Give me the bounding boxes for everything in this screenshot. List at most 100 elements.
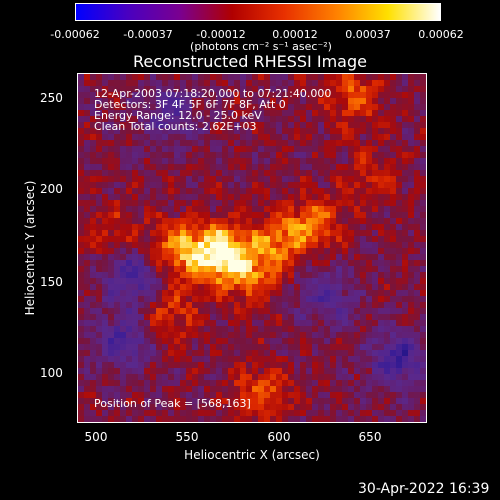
heatmap-cell [312,224,319,231]
heatmap-cell [228,350,235,357]
heatmap-cell [84,380,91,387]
heatmap-cell [204,104,211,111]
heatmap-cell [132,146,139,153]
heatmap-cell [282,374,289,381]
heatmap-cell [318,278,325,285]
heatmap-cell [336,308,343,315]
heatmap-cell [78,380,85,387]
heatmap-cell [258,128,265,135]
heatmap-cell [330,128,337,135]
heatmap-cell [366,308,373,315]
heatmap-cell [366,218,373,225]
heatmap-cell [132,332,139,339]
heatmap-cell [366,164,373,171]
heatmap-cell [240,176,247,183]
heatmap-cell [360,272,367,279]
heatmap-cell [198,326,205,333]
heatmap-cell [360,224,367,231]
heatmap-cell [276,170,283,177]
heatmap-cell [204,212,211,219]
heatmap-cell [252,404,259,411]
heatmap-cell [390,230,397,237]
heatmap-cell [180,182,187,189]
heatmap-cell [414,218,421,225]
heatmap-cell [114,368,121,375]
heatmap-cell [330,158,337,165]
heatmap-cell [294,368,301,375]
heatmap-cell [390,308,397,315]
heatmap-cell [162,194,169,201]
energy-range: Energy Range: 12.0 - 25.0 keV [94,109,262,122]
heatmap-cell [150,224,157,231]
heatmap-cell [138,392,145,399]
heatmap-cell [270,92,277,99]
heatmap-cell [420,212,426,219]
heatmap-cell [414,356,421,363]
heatmap-cell [174,308,181,315]
heatmap-cell [402,134,409,141]
heatmap-cell [246,140,253,147]
heatmap-cell [348,302,355,309]
heatmap-cell [390,218,397,225]
heatmap-cell [408,362,415,369]
heatmap-cell [120,74,127,81]
heatmap-cell [138,134,145,141]
heatmap-cell [336,272,343,279]
heatmap-cell [288,128,295,135]
heatmap-cell [180,122,187,129]
heatmap-cell [96,398,103,405]
heatmap-cell [150,188,157,195]
heatmap-cell [222,158,229,165]
heatmap-cell [258,152,265,159]
heatmap-cell [144,128,151,135]
heatmap-cell [204,170,211,177]
heatmap-cell [276,338,283,345]
heatmap-cell [132,260,139,267]
heatmap-cell [378,368,385,375]
heatmap-cell [144,266,151,273]
heatmap-cell [204,410,211,417]
heatmap-cell [360,188,367,195]
heatmap-cell [132,134,139,141]
heatmap-cell [132,350,139,357]
heatmap-cell [378,188,385,195]
heatmap-cell [282,356,289,363]
heatmap-cell [210,290,217,297]
heatmap-cell [216,152,223,159]
heatmap-cell [306,338,313,345]
heatmap-cell [252,92,259,99]
heatmap-cell [162,170,169,177]
heatmap-cell [300,266,307,273]
heatmap-cell [420,224,426,231]
heatmap-cell [252,116,259,123]
heatmap-cell [144,170,151,177]
heatmap-cell [114,374,121,381]
heatmap-cell [366,398,373,405]
heatmap-cell [342,362,349,369]
heatmap-cell [90,224,97,231]
heatmap-cell [174,110,181,117]
heatmap-cell [378,362,385,369]
heatmap-cell [420,242,426,249]
heatmap-cell [360,278,367,285]
heatmap-cell [114,176,121,183]
heatmap-cell [348,368,355,375]
heatmap-cell [126,80,133,87]
heatmap-cell [384,416,391,422]
heatmap-cell [294,386,301,393]
heatmap-cell [288,356,295,363]
heatmap-cell [312,122,319,129]
heatmap-cell [78,224,85,231]
heatmap-cell [144,182,151,189]
heatmap-cell [234,320,241,327]
heatmap-cell [360,242,367,249]
heatmap-cell [342,278,349,285]
heatmap-cell [216,122,223,129]
heatmap-cell [150,128,157,135]
heatmap-cell [108,146,115,153]
heatmap-cell [318,86,325,93]
heatmap-cell [402,152,409,159]
heatmap-cell [210,140,217,147]
heatmap-cell [414,158,421,165]
heatmap-cell [402,140,409,147]
